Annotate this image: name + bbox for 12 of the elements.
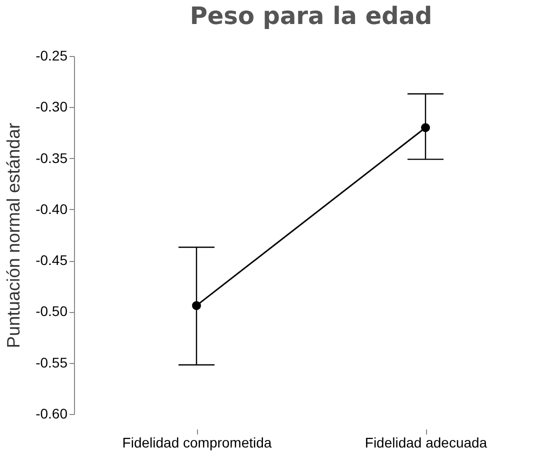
y-tick-label: -0.25 [36,48,68,64]
y-tick-label: -0.30 [36,98,68,115]
y-axis-title: Puntuación normal estándar [4,122,24,348]
y-tick-label: -0.55 [36,354,68,370]
y-tick-label: -0.40 [36,200,68,217]
x-tick-label: Fidelidad adecuada [364,434,488,450]
chart-title: Peso para la edad [190,2,432,30]
y-tick-label: -0.45 [36,252,68,268]
y-tick-label: -0.35 [36,150,68,166]
y-tick-label: -0.50 [36,303,68,320]
y-tick-label: -0.60 [36,406,68,422]
x-tick-label: Fidelidad comprometida [122,434,272,450]
